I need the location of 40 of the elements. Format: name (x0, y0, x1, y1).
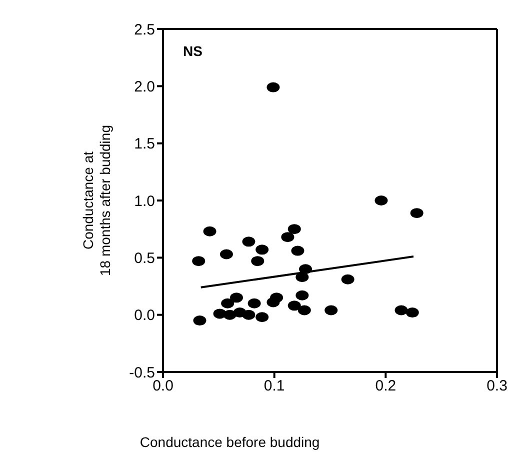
y-tick-label: 2.5 (134, 21, 155, 38)
point (281, 232, 294, 242)
point (220, 249, 233, 260)
point (341, 274, 354, 284)
y-tick-label: 2.0 (134, 78, 155, 96)
y-tick-label: 0.5 (134, 250, 155, 267)
point (374, 196, 388, 206)
point (296, 290, 309, 300)
x-tick-label: 0.0 (152, 378, 174, 395)
point (256, 244, 269, 255)
y-tick-label: 1.0 (134, 192, 155, 210)
y-tick-label: 1.5 (134, 136, 155, 153)
point (410, 208, 424, 218)
point (242, 236, 256, 247)
point (406, 308, 419, 318)
y-axis-title: Conductance at 18 months after budding (80, 125, 113, 276)
point (251, 256, 264, 266)
point (193, 316, 206, 326)
point (203, 226, 216, 236)
point (266, 82, 280, 92)
point (256, 312, 269, 322)
x-tick-label: 0.3 (486, 378, 508, 395)
point (288, 300, 301, 311)
x-tick-label: 0.2 (375, 378, 396, 395)
point (192, 256, 206, 266)
annotation: NS (183, 43, 202, 59)
point (230, 292, 243, 303)
point (288, 224, 301, 234)
point (270, 292, 284, 303)
point (242, 310, 256, 320)
point (291, 246, 304, 256)
x-tick-label: 0.1 (264, 378, 285, 395)
point (394, 305, 408, 316)
point (298, 305, 311, 316)
y-tick-label: -0.5 (129, 364, 155, 382)
x-axis-title: Conductance before budding (140, 434, 320, 450)
point (221, 298, 234, 308)
y-tick-label: 0.0 (134, 307, 155, 324)
point (324, 305, 338, 316)
point (248, 298, 261, 308)
